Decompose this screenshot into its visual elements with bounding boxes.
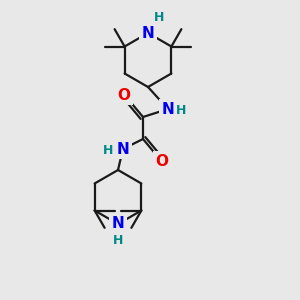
Text: H: H bbox=[154, 11, 164, 24]
Text: O: O bbox=[155, 154, 169, 169]
Text: N: N bbox=[162, 101, 174, 116]
Text: N: N bbox=[142, 26, 154, 40]
Text: N: N bbox=[117, 142, 129, 157]
Text: H: H bbox=[103, 145, 113, 158]
Text: N: N bbox=[112, 217, 124, 232]
Text: H: H bbox=[176, 104, 186, 118]
Text: O: O bbox=[118, 88, 130, 103]
Text: H: H bbox=[113, 234, 123, 247]
